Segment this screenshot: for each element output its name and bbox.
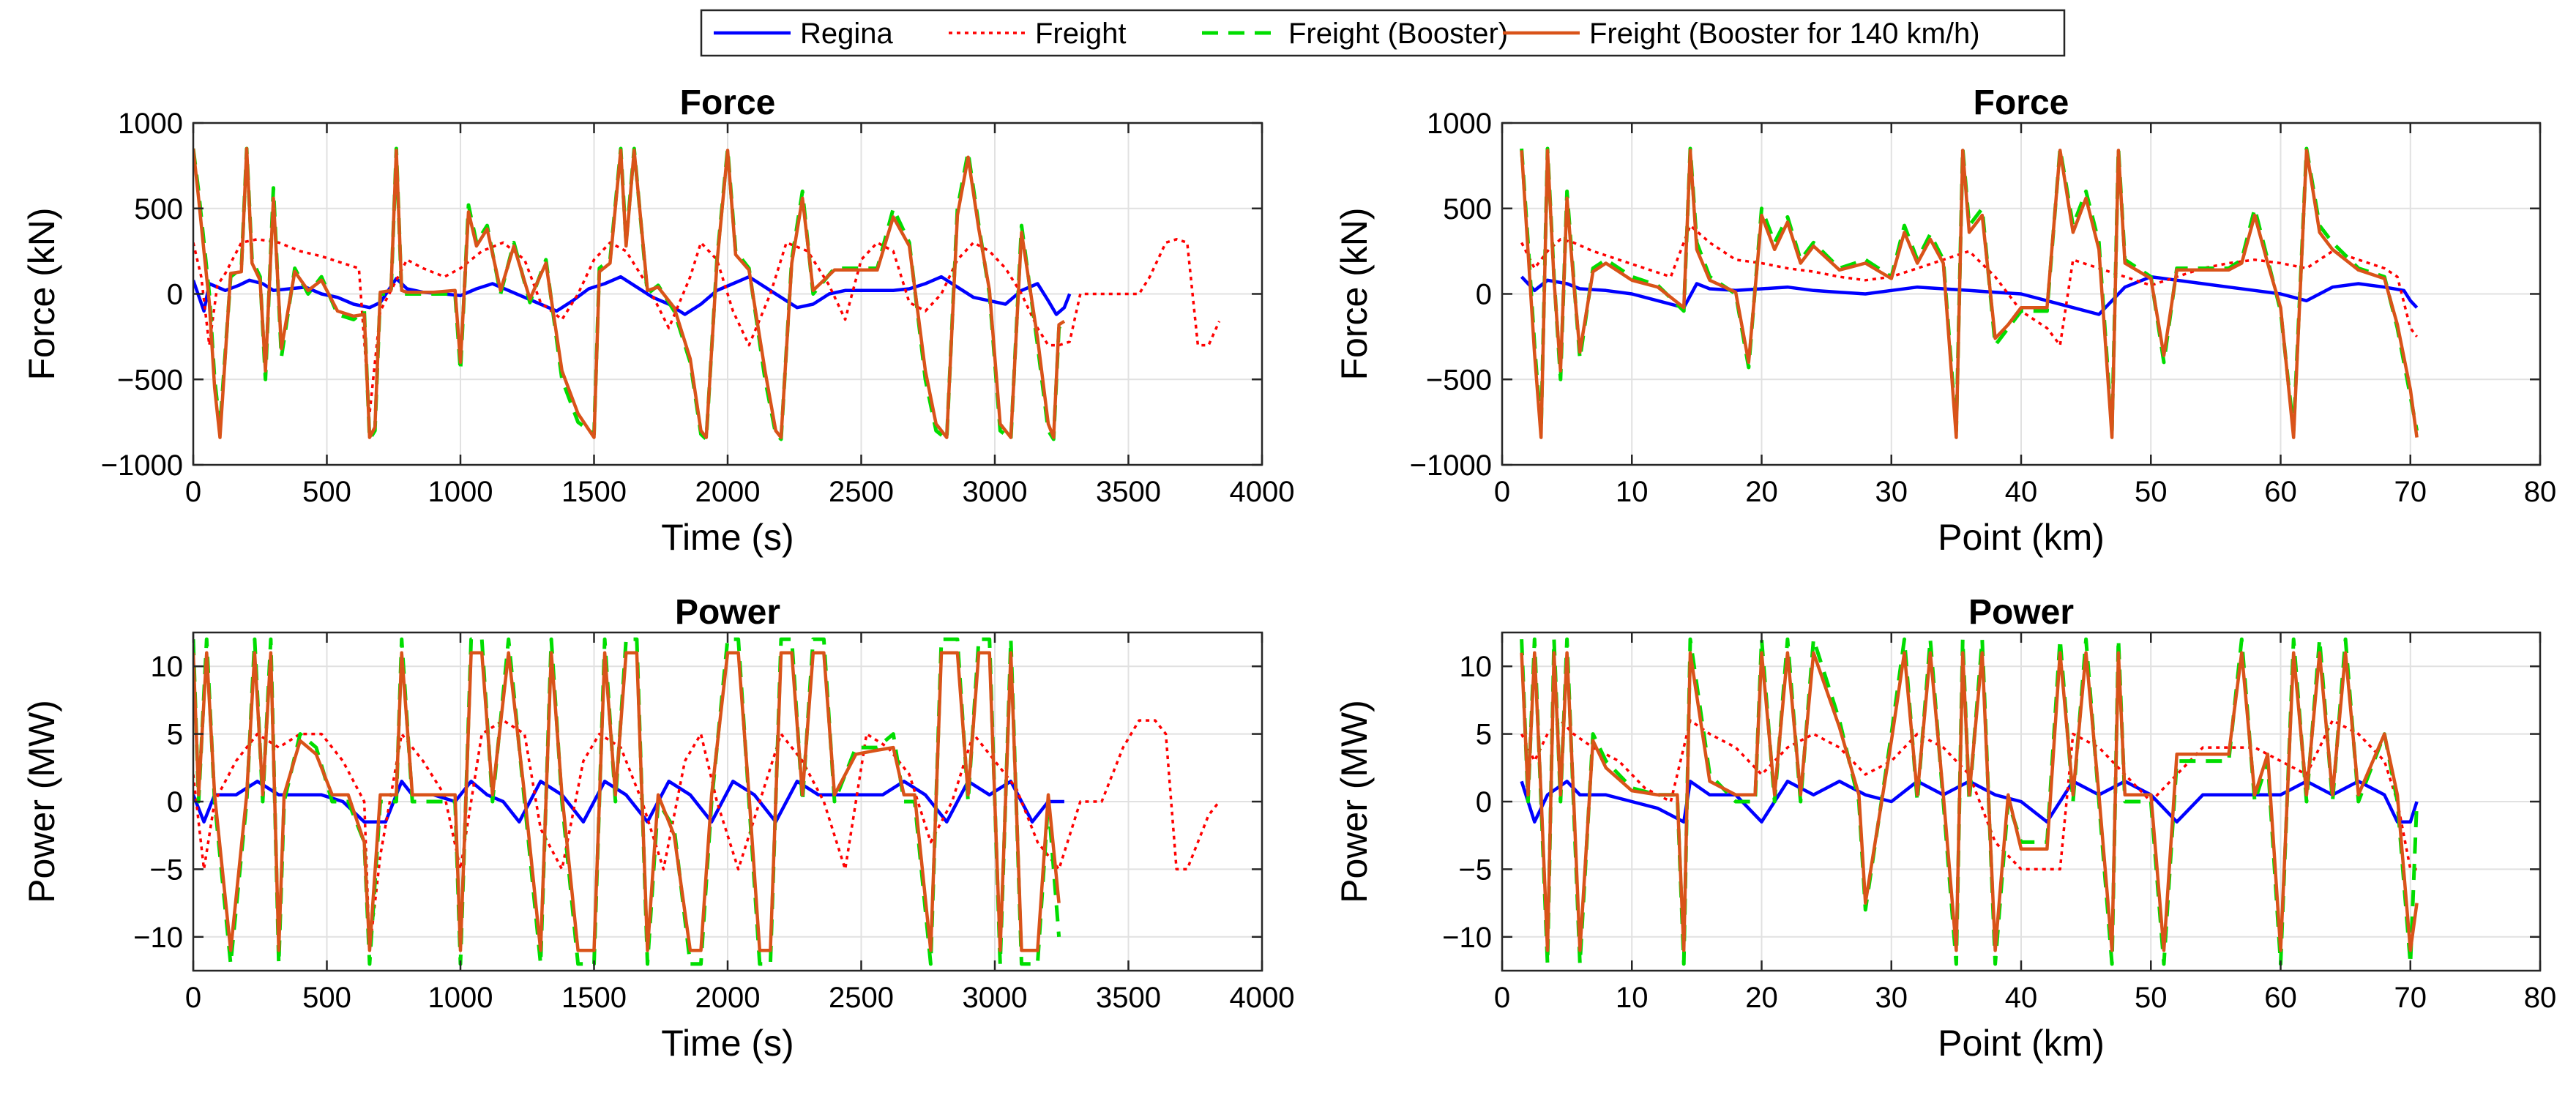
x-tick-label: 1000 xyxy=(428,982,493,1014)
y-axis-label: Force (kN) xyxy=(21,207,62,380)
y-tick-label: 500 xyxy=(134,193,183,225)
y-tick-label: −5 xyxy=(149,854,183,886)
series-group xyxy=(193,146,1221,441)
y-tick-label: 0 xyxy=(1476,279,1492,311)
x-tick-label: 80 xyxy=(2524,982,2557,1014)
legend-label-freight-booster-for-140-km-h: Freight (Booster for 140 km/h) xyxy=(1589,18,1980,50)
y-axis-label: Power (MW) xyxy=(21,700,62,903)
y-tick-label: 5 xyxy=(167,719,183,751)
x-tick-label: 4000 xyxy=(1230,982,1295,1014)
series-line-regina xyxy=(1520,275,2419,316)
y-tick-label: 500 xyxy=(1443,193,1492,225)
x-tick-label: 40 xyxy=(2005,476,2038,508)
series-line-freight xyxy=(193,238,1221,415)
series-group xyxy=(1520,637,2419,966)
force-time-panel: 0 500 1000 1500 2000 2500 3000 3500 4000 −1000 −50… xyxy=(21,83,1294,558)
x-tick-label: 3500 xyxy=(1096,982,1161,1014)
force-distance-panel: 0 10 20 30 40 50 60 70 80 −1000 −500 0 500 1000 Force P… xyxy=(1334,83,2556,558)
series-line-freight xyxy=(193,719,1220,952)
x-tick-label: 4000 xyxy=(1230,476,1295,508)
power-time-panel: 0 500 1000 1500 2000 2500 3000 3500 4000 −10 −5 0 5 1… xyxy=(21,593,1294,1064)
y-tick-label: −500 xyxy=(117,364,183,396)
x-tick-label: 20 xyxy=(1745,476,1778,508)
x-tick-label: 0 xyxy=(1494,982,1510,1014)
x-tick-label: 10 xyxy=(1616,982,1649,1014)
x-tick-label: 30 xyxy=(1875,476,1908,508)
legend-label-regina: Regina xyxy=(800,18,894,50)
y-axis-label: Force (kN) xyxy=(1334,207,1375,380)
x-tick-label: 10 xyxy=(1616,476,1649,508)
x-tick-label: 3000 xyxy=(963,982,1028,1014)
x-axis-label: Time (s) xyxy=(661,517,794,558)
x-tick-label: 500 xyxy=(302,982,351,1014)
series-line-regina xyxy=(193,780,1064,824)
x-axis-label: Point (km) xyxy=(1938,517,2105,558)
series-line-regina xyxy=(193,275,1072,316)
y-tick-label: 1000 xyxy=(1427,108,1492,140)
x-tick-label: 2500 xyxy=(829,982,894,1014)
y-tick-label: 0 xyxy=(1476,786,1492,818)
x-tick-label: 0 xyxy=(1494,476,1510,508)
x-tick-label: 70 xyxy=(2394,476,2427,508)
x-tick-label: 60 xyxy=(2264,982,2297,1014)
x-tick-label: 2500 xyxy=(829,476,894,508)
chart-title: Power xyxy=(675,593,780,632)
y-tick-label: 0 xyxy=(167,786,183,818)
chart-title: Force xyxy=(680,83,776,122)
x-tick-label: 3000 xyxy=(963,476,1028,508)
x-tick-label: 0 xyxy=(185,982,201,1014)
y-tick-label: −1000 xyxy=(101,449,183,482)
series-line-freight xyxy=(1520,224,2418,347)
y-tick-label: −1000 xyxy=(1410,449,1492,482)
y-tick-label: −10 xyxy=(1442,922,1492,954)
chart-title: Force xyxy=(1974,83,2069,122)
x-tick-label: 1000 xyxy=(428,476,493,508)
series-line-freight-booster-for-140-km-h xyxy=(193,146,1066,439)
x-tick-label: 70 xyxy=(2394,982,2427,1014)
series-group xyxy=(193,637,1220,966)
y-tick-label: −10 xyxy=(133,922,183,954)
x-tick-label: 3500 xyxy=(1096,476,1161,508)
x-axis-label: Time (s) xyxy=(661,1023,794,1064)
x-tick-label: 40 xyxy=(2005,982,2038,1014)
x-axis-label: Point (km) xyxy=(1938,1023,2105,1064)
x-tick-label: 50 xyxy=(2135,476,2168,508)
legend: Regina Freight Freight (Booster) Freight (B… xyxy=(700,9,2066,57)
legend-label-freight-booster: Freight (Booster) xyxy=(1288,18,1508,50)
legend-box xyxy=(700,9,2066,57)
x-tick-label: 30 xyxy=(1875,982,1908,1014)
y-tick-label: −5 xyxy=(1458,854,1492,886)
x-tick-label: 80 xyxy=(2524,476,2557,508)
series-line-freight-booster-for-140-km-h xyxy=(1520,149,2419,439)
legend-label-freight: Freight xyxy=(1035,18,1127,50)
x-tick-label: 50 xyxy=(2135,982,2168,1014)
series-line-freight-booster-for-140-km-h xyxy=(1520,651,2419,952)
x-tick-label: 1500 xyxy=(561,476,627,508)
x-tick-label: 20 xyxy=(1745,982,1778,1014)
y-tick-label: 1000 xyxy=(118,108,183,140)
y-axis-label: Power (MW) xyxy=(1334,700,1375,903)
x-tick-label: 0 xyxy=(185,476,201,508)
x-tick-label: 500 xyxy=(302,476,351,508)
y-tick-label: 0 xyxy=(167,279,183,311)
y-tick-label: 10 xyxy=(1460,651,1493,683)
x-tick-label: 60 xyxy=(2264,476,2297,508)
x-tick-label: 2000 xyxy=(695,476,761,508)
chart-title: Power xyxy=(1968,593,2074,632)
y-tick-label: 5 xyxy=(1476,719,1492,751)
x-tick-label: 2000 xyxy=(695,982,761,1014)
y-tick-label: 10 xyxy=(151,651,184,683)
power-distance-panel: 0 10 20 30 40 50 60 70 80 −10 −5 0 5 10 Power Point (km… xyxy=(1334,593,2556,1064)
y-tick-label: −500 xyxy=(1426,364,1492,396)
x-tick-label: 1500 xyxy=(561,982,627,1014)
series-line-freight-booster-for-140-km-h xyxy=(193,651,1061,952)
series-group xyxy=(1520,146,2419,439)
series-line-regina xyxy=(1520,780,2419,824)
